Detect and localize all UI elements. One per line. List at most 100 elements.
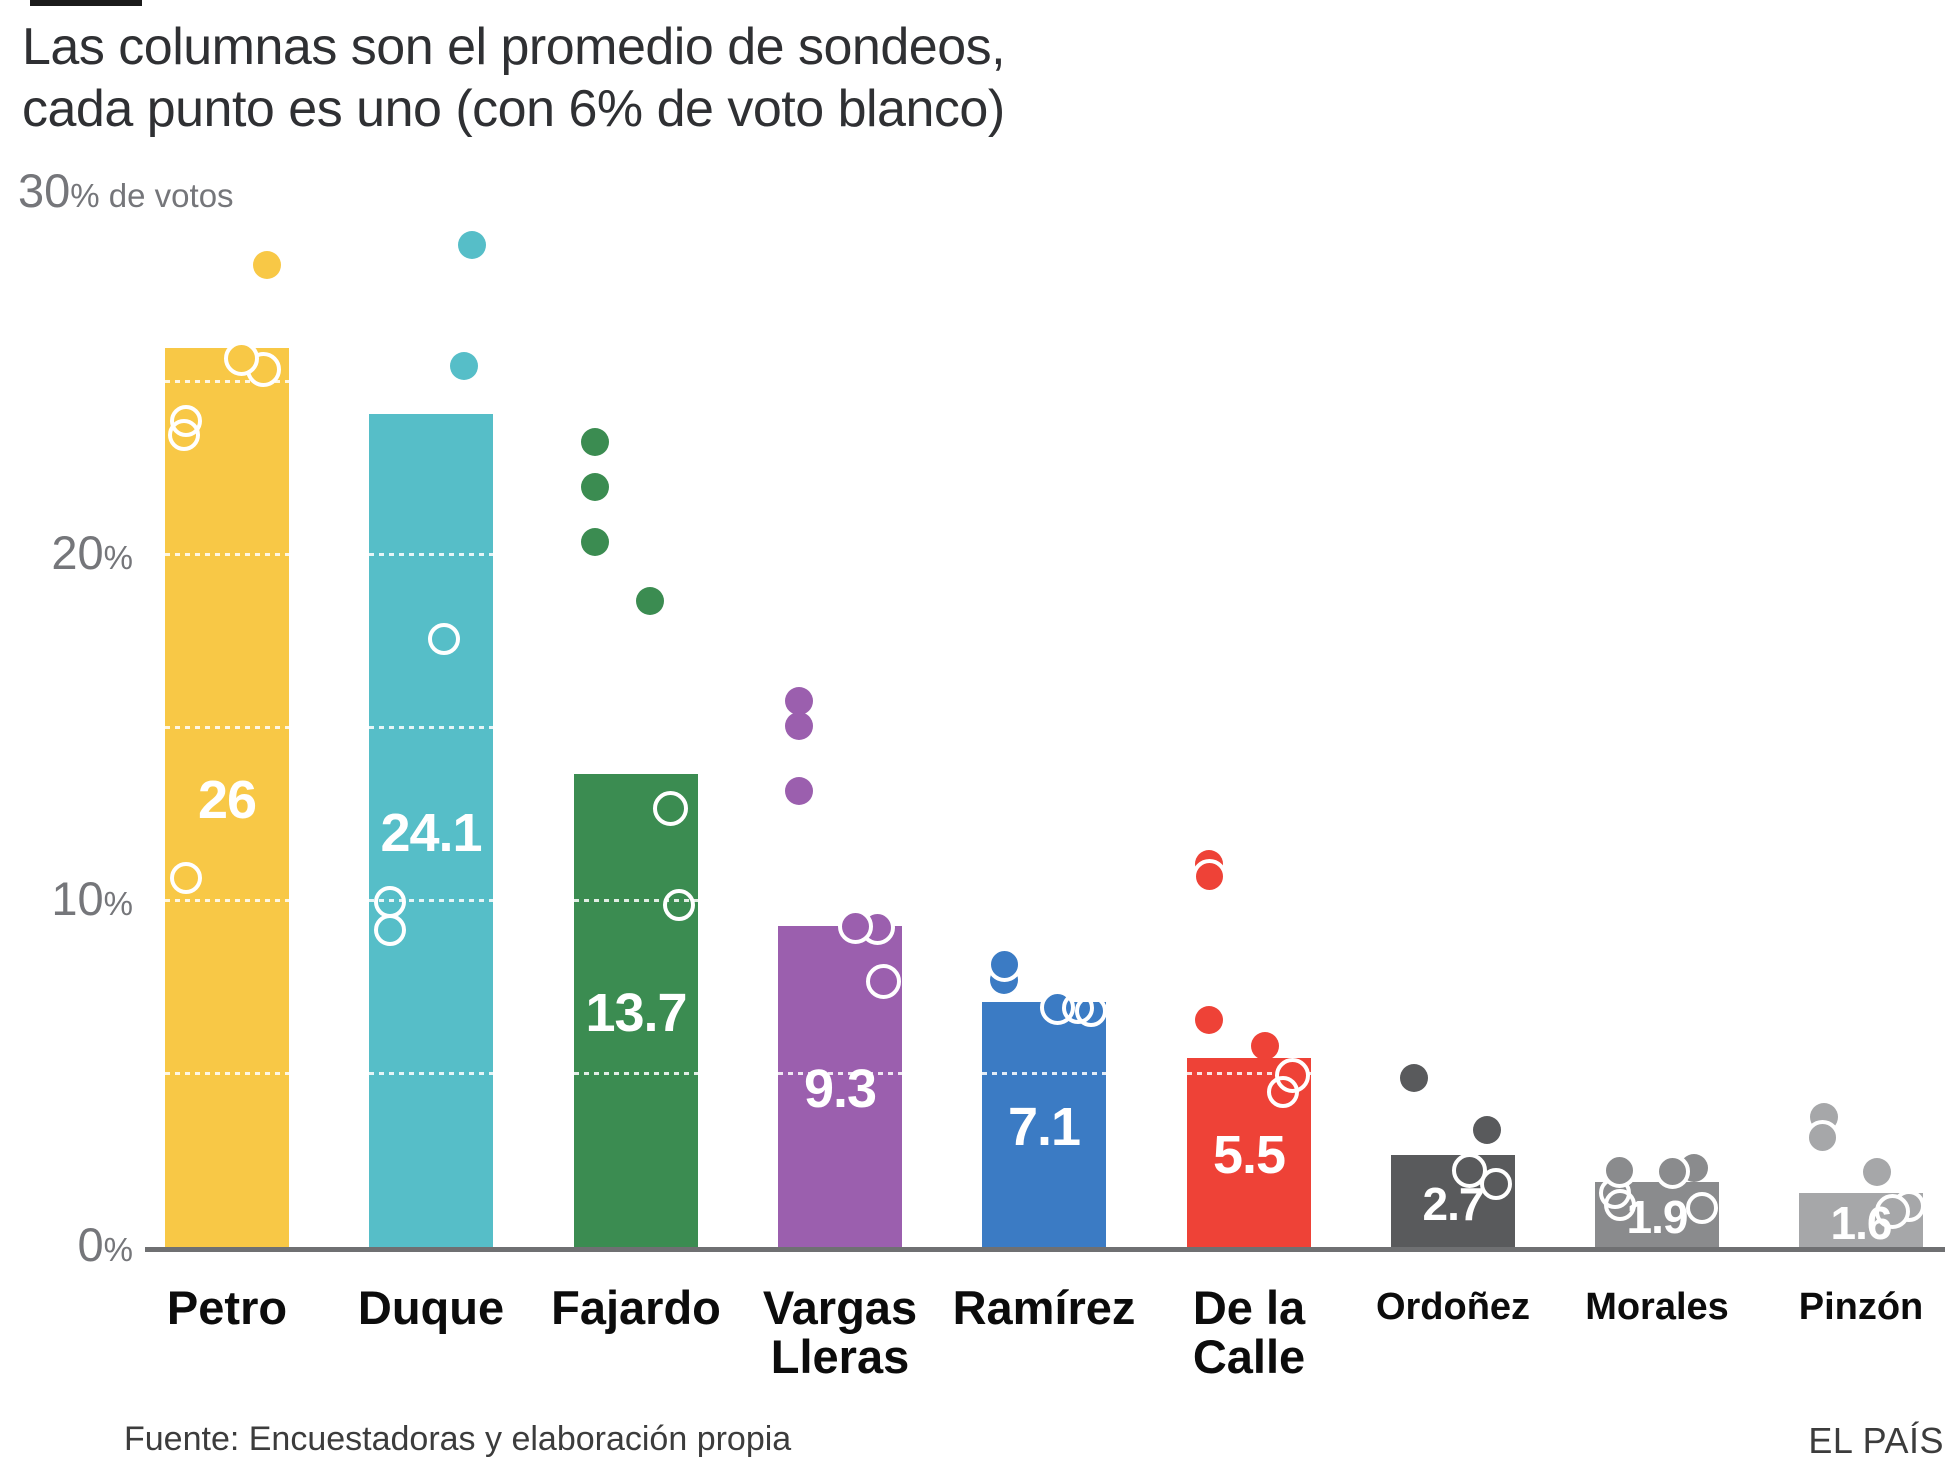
bar-value-label: 9.3 bbox=[803, 1059, 877, 1119]
chart-title: Las columnas son el promedio de sondeos,… bbox=[22, 16, 1006, 140]
poll-dot bbox=[1195, 1006, 1223, 1034]
bar-value-label: 24.1 bbox=[380, 803, 482, 863]
bar-value-label: 26 bbox=[197, 770, 257, 830]
category-label-De la Calle: De la Calle bbox=[1192, 1281, 1306, 1383]
bar-value-label: 13.7 bbox=[585, 983, 687, 1043]
gridline-10pct bbox=[369, 899, 493, 902]
gridline-5pct bbox=[1187, 1072, 1311, 1075]
y-tick-suffix: % bbox=[103, 539, 133, 576]
category-label-line: Pinzón bbox=[1798, 1286, 1924, 1328]
poll-dot bbox=[785, 777, 813, 805]
bar-value-label: 2.7 bbox=[1422, 1178, 1485, 1230]
category-label-line: Morales bbox=[1585, 1286, 1729, 1328]
bar-Duque bbox=[369, 414, 493, 1248]
poll-dot bbox=[1686, 1192, 1718, 1224]
poll-dot bbox=[168, 419, 200, 451]
y-axis-tick-30: 30% de votos bbox=[18, 163, 234, 218]
poll-dot bbox=[1805, 1120, 1840, 1155]
poll-dot bbox=[1473, 1116, 1501, 1144]
gridline-10pct bbox=[574, 899, 698, 902]
gridline-5pct bbox=[165, 1072, 289, 1075]
poll-dot bbox=[785, 687, 813, 715]
category-label-Vargas Lleras: Vargas Lleras bbox=[762, 1281, 918, 1383]
y-tick-suffix: % bbox=[103, 885, 133, 922]
y-axis-tick-10: 10% bbox=[0, 871, 133, 926]
category-label-line: Duque bbox=[357, 1281, 505, 1334]
gridline-5pct bbox=[574, 1072, 698, 1075]
poll-dot bbox=[170, 862, 202, 894]
category-label-Pinzón: Pinzón bbox=[1798, 1286, 1924, 1328]
poll-dot bbox=[866, 964, 901, 999]
category-label-Ordoñez: Ordoñez bbox=[1375, 1286, 1531, 1328]
poll-dot bbox=[1400, 1064, 1428, 1092]
y-tick-number: 30 bbox=[18, 164, 71, 217]
poll-dot bbox=[636, 587, 664, 615]
gridline-15pct bbox=[165, 726, 289, 729]
category-label-line: Ordoñez bbox=[1375, 1286, 1531, 1328]
poll-dot bbox=[458, 231, 486, 259]
category-label-Ramírez: Ramírez bbox=[952, 1281, 1136, 1334]
gridline-5pct bbox=[778, 1072, 902, 1075]
poll-dot bbox=[1875, 1194, 1910, 1229]
poll-dot bbox=[581, 473, 609, 501]
y-tick-number: 20 bbox=[51, 526, 104, 579]
gridline-20pct bbox=[369, 553, 493, 556]
y-axis-tick-20: 20% bbox=[0, 525, 133, 580]
gridline-20pct bbox=[165, 553, 289, 556]
poll-dot bbox=[987, 947, 1022, 982]
poll-dot bbox=[581, 428, 609, 456]
category-label-line: Calle bbox=[1192, 1329, 1306, 1383]
category-label-line: De la bbox=[1192, 1281, 1306, 1334]
y-axis-tick-0: 0% bbox=[0, 1217, 133, 1272]
poll-dot bbox=[1267, 1076, 1299, 1108]
poll-dot bbox=[1655, 1154, 1690, 1189]
category-label-Petro: Petro bbox=[166, 1281, 288, 1334]
poll-dot bbox=[1863, 1158, 1891, 1186]
bar-value-label: 1.6 bbox=[1830, 1197, 1893, 1249]
category-label-Morales: Morales bbox=[1585, 1286, 1729, 1328]
y-tick-suffix: % de votos bbox=[70, 177, 234, 214]
gridline-5pct bbox=[369, 1072, 493, 1075]
category-label-Fajardo: Fajardo bbox=[551, 1281, 721, 1334]
y-tick-number: 0 bbox=[77, 1218, 104, 1271]
category-label-line: Ramírez bbox=[952, 1281, 1136, 1334]
poll-dot bbox=[1604, 1189, 1636, 1221]
poll-dot bbox=[838, 909, 873, 944]
gridline-25pct bbox=[165, 380, 289, 383]
poll-dot bbox=[785, 712, 813, 740]
poll-dot bbox=[224, 341, 259, 376]
bar-value-label: 5.5 bbox=[1212, 1125, 1286, 1185]
bar-Petro bbox=[165, 348, 289, 1248]
top-crop-fragment bbox=[30, 0, 142, 6]
bar-value-label: 1.9 bbox=[1626, 1191, 1689, 1243]
brand-logo: EL PAÍS bbox=[1808, 1420, 1944, 1461]
gridline-10pct bbox=[165, 899, 289, 902]
poll-dot bbox=[246, 352, 281, 387]
poll-dot bbox=[653, 791, 688, 826]
chart-title-line1: Las columnas son el promedio de sondeos, bbox=[22, 18, 1006, 76]
chart-title-line2: cada punto es uno (con 6% de voto blanco… bbox=[22, 80, 1005, 138]
category-label-line: Fajardo bbox=[551, 1281, 721, 1334]
poll-dot bbox=[1075, 995, 1107, 1027]
poll-dot bbox=[581, 528, 609, 556]
gridline-15pct bbox=[369, 726, 493, 729]
gridline-5pct bbox=[982, 1072, 1106, 1075]
category-label-line: Vargas bbox=[762, 1281, 918, 1334]
y-tick-suffix: % bbox=[103, 1231, 133, 1268]
poll-dot bbox=[1480, 1168, 1512, 1200]
x-axis-baseline bbox=[145, 1247, 1945, 1252]
poll-dot bbox=[1602, 1153, 1637, 1188]
category-label-Duque: Duque bbox=[357, 1281, 505, 1334]
poll-dot bbox=[1251, 1032, 1279, 1060]
y-tick-number: 10 bbox=[51, 872, 104, 925]
bar-Fajardo bbox=[574, 774, 698, 1248]
category-label-line: Lleras bbox=[770, 1329, 910, 1383]
poll-dot bbox=[450, 352, 478, 380]
poll-dot bbox=[1192, 859, 1227, 894]
poll-dot bbox=[253, 251, 281, 279]
poll-dot bbox=[428, 623, 460, 655]
poll-dot bbox=[663, 889, 695, 921]
bar-Ramírez bbox=[982, 1002, 1106, 1248]
category-label-line: Petro bbox=[166, 1281, 288, 1334]
